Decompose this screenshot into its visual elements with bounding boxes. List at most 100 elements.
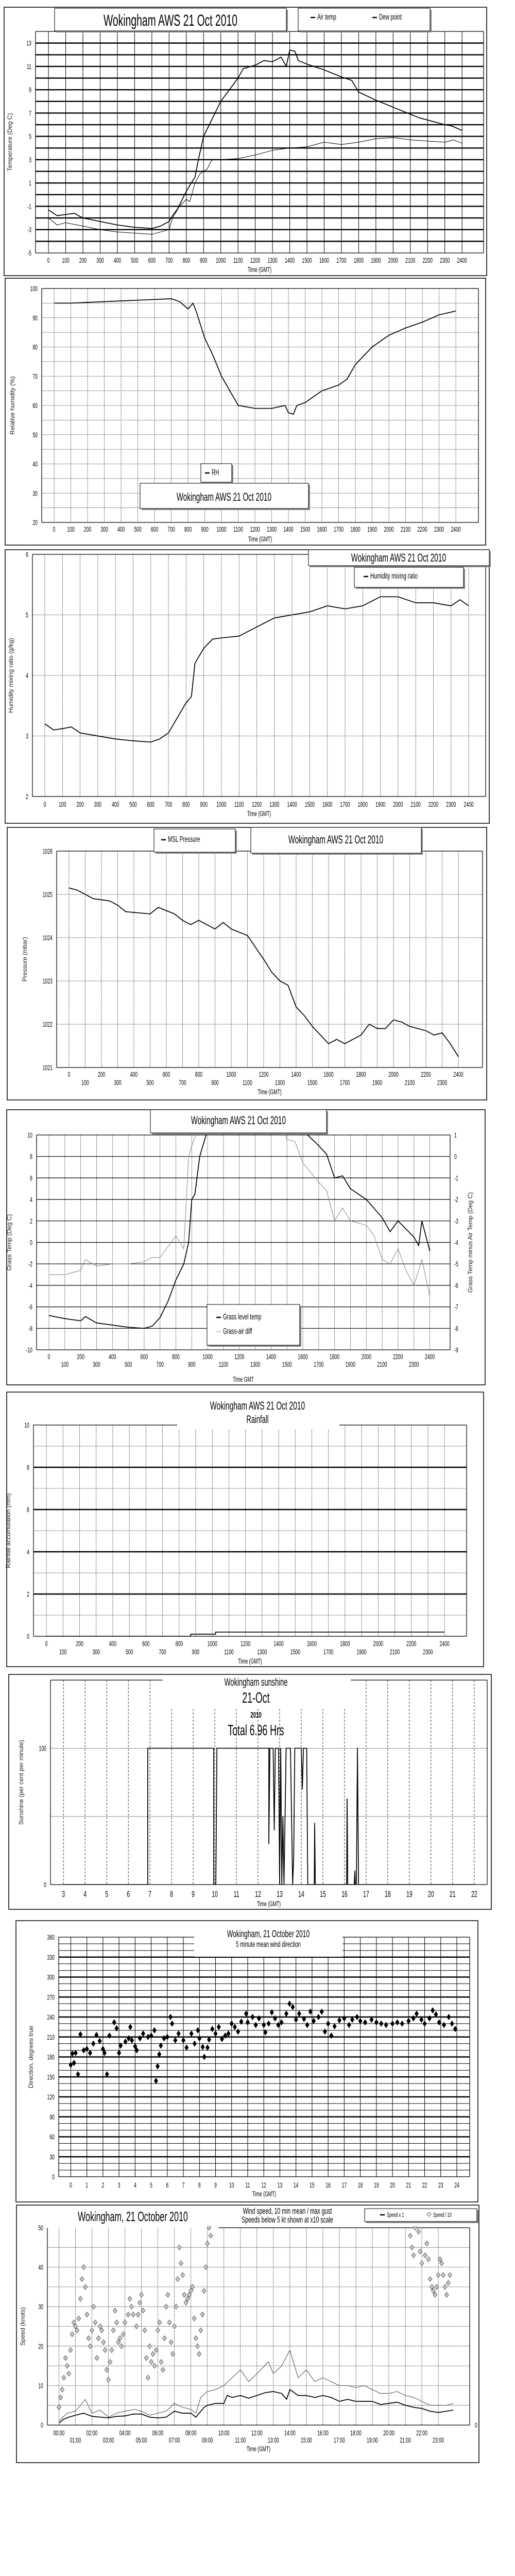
x-tick-label: 0 — [48, 1353, 50, 1361]
x-tick-label: 1000 — [216, 801, 227, 809]
y-axis-title: Relative humidity (%) — [9, 376, 16, 434]
chart-humidity-mixing-ratio: 2 3 4 5 6 0 100 200 300 400 500 600 700 800 900 1000 110… — [5, 549, 491, 824]
x-tick-label: 1200 — [250, 257, 261, 265]
x-tick-label: 1300 — [275, 1079, 285, 1087]
y-right-tick-label: -8 — [454, 1325, 458, 1333]
data-point — [156, 2063, 160, 2070]
title-backdrop — [163, 1677, 351, 1707]
data-point — [147, 2343, 152, 2349]
y-axis-title: Rainfall accumulation (mm) — [5, 1493, 12, 1568]
y-tick-label: 10 — [24, 1421, 29, 1430]
data-point — [236, 2028, 241, 2035]
data-point — [197, 2351, 202, 2357]
x-tick-label: 100 — [59, 801, 66, 809]
data-point — [400, 2020, 404, 2027]
x-tick-label: 800 — [176, 1640, 183, 1648]
y-right-tick-label: -2 — [454, 1196, 458, 1204]
data-point — [358, 2018, 363, 2024]
x-tick-label: 1500 — [282, 1361, 293, 1369]
data-point — [150, 2351, 156, 2357]
y-right-tick-label: -6 — [454, 1282, 458, 1290]
y-tick-label: 30 — [49, 2153, 55, 2161]
chart-title: Wokingham AWS 21 Oct 2010 — [104, 12, 237, 30]
data-point — [245, 2019, 250, 2026]
data-point — [322, 2028, 327, 2035]
y-axis-title: Speed (knots) — [19, 2307, 26, 2346]
x-tick-label: 2100 — [401, 526, 411, 534]
series-line-0 — [48, 1133, 431, 1329]
chart-sunshine: 0 100 3 4 5 6 7 8 9 10 11 12 13 14 15 16 17 18 19 20 21 22 Tim… — [8, 1674, 492, 1910]
x-tick-label: 1700 — [340, 801, 350, 809]
y-tick-label: 3 — [26, 732, 28, 740]
data-point — [416, 2229, 421, 2235]
x-tick-label: 2400 — [451, 526, 461, 534]
x-tick-label: 1400 — [291, 1071, 301, 1079]
x-tick-label: 1900 — [346, 1361, 356, 1369]
y-tick-label: 1022 — [43, 1021, 53, 1029]
x-tick-label: 1 — [85, 2181, 88, 2190]
chart-frame — [15, 1920, 478, 2202]
x-tick-label: 500 — [129, 801, 137, 809]
x-tick-label: 100 — [81, 1079, 89, 1087]
x-tick-label: 2000 — [384, 526, 394, 534]
data-point — [170, 2020, 175, 2027]
series-layer — [68, 2001, 457, 2084]
x-tick-label: 7 — [182, 2181, 185, 2190]
x-tick-label: 1300 — [250, 1361, 261, 1369]
y-tick-label: 0 — [52, 2173, 55, 2181]
data-point — [290, 2004, 295, 2010]
chart-total: Total 6.96 Hrs — [228, 1722, 284, 1739]
x-tick-label: 600 — [151, 526, 159, 534]
x-tick-label: 1500 — [307, 1079, 318, 1087]
x-tick-label: 1100 — [224, 1648, 234, 1656]
series-layer — [54, 298, 456, 415]
data-point — [76, 2315, 81, 2321]
series-layer — [48, 1133, 431, 1329]
series-layer — [48, 49, 462, 235]
y-tick-label: 210 — [47, 2033, 55, 2042]
x-tick-label: 20 — [428, 1889, 434, 1899]
x-tick-label: 10 — [212, 1889, 218, 1899]
data-point — [105, 2071, 109, 2078]
data-point — [142, 2327, 147, 2333]
legend-label: Grass-air diff — [223, 1327, 252, 1336]
chart-frame — [4, 7, 487, 276]
x-tick-label: 13 — [277, 1889, 283, 1899]
series-line-1 — [48, 137, 462, 235]
x-tick-label: 1400 — [283, 526, 294, 534]
data-point — [134, 2323, 139, 2330]
data-point — [114, 2319, 119, 2326]
data-point — [168, 2013, 173, 2021]
series-line-0 — [46, 1631, 445, 1636]
y-tick-label: 9 — [29, 86, 31, 94]
data-point — [86, 2335, 91, 2342]
chart-frame — [6, 1392, 484, 1667]
y-tick-label: 6 — [30, 1174, 32, 1182]
data-point — [332, 2023, 337, 2030]
x-tick-label: 1100 — [243, 1079, 252, 1087]
x-tick-label: 400 — [114, 257, 122, 265]
x-tick-label: 17 — [342, 2181, 347, 2190]
x-tick-label: 1300 — [267, 257, 278, 265]
x-tick-label: 11 — [245, 2181, 250, 2190]
y-tick-label: 0 — [30, 1239, 32, 1247]
y-tick-label: 8 — [27, 1464, 29, 1472]
x-tick-label: 6 — [127, 1889, 130, 1899]
x-tick-label: 1400 — [285, 257, 295, 265]
data-point — [363, 2019, 368, 2026]
data-point — [182, 2292, 187, 2298]
data-point — [66, 2370, 72, 2377]
x-tick-label: 9 — [192, 1889, 195, 1899]
grid — [59, 1937, 470, 2177]
data-point — [146, 2033, 150, 2040]
title-backdrop — [194, 1926, 342, 1957]
x-tick-label: 1600 — [317, 526, 327, 534]
y-tick-label: 300 — [47, 1973, 55, 1981]
x-tick-label: 2100 — [405, 1079, 415, 1087]
y-tick-label: 150 — [47, 2073, 55, 2081]
x-tick-label: 1600 — [319, 257, 330, 265]
x-tick-label: 0 — [44, 801, 46, 809]
x-tick-label: 2200 — [421, 1071, 431, 1079]
x-tick-label: 22 — [422, 2181, 427, 2190]
x-axis-title: Time GMT — [233, 1376, 254, 1384]
